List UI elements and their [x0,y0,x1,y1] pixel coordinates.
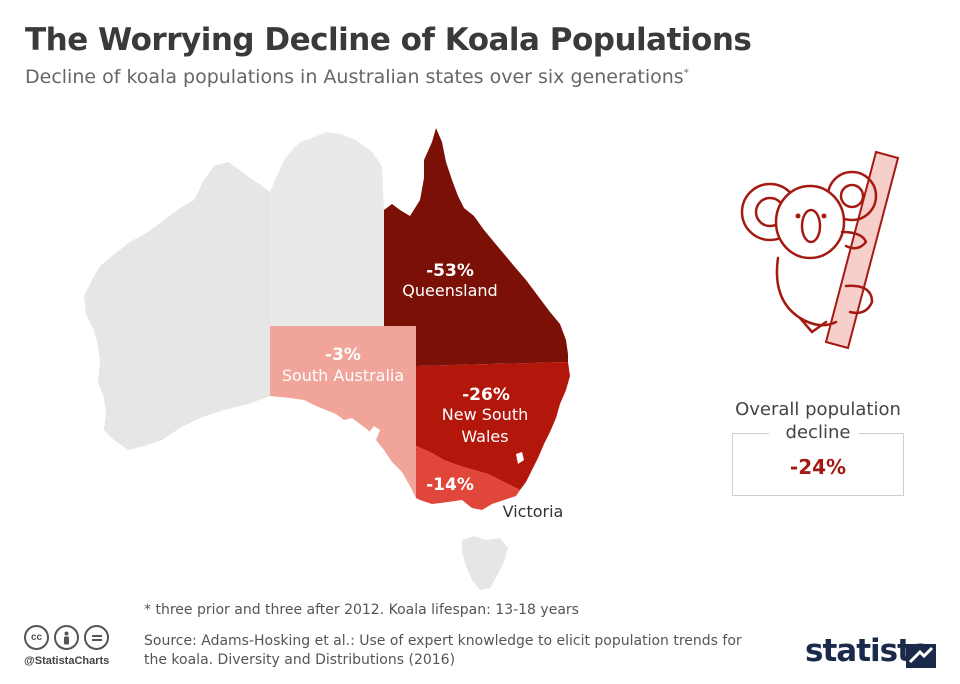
victoria-decline-label: -14% [426,475,474,495]
subtitle-footnote-marker: * [683,67,689,79]
source-note: Source: Adams-Hosking et al.: Use of exp… [144,633,742,668]
map-region-queensland[interactable] [384,128,568,366]
attribution-icon[interactable] [54,625,79,650]
map-region-south-australia[interactable] [270,326,416,498]
map-region-new-south-wales[interactable] [416,362,570,490]
nsw-name-line1: New South [442,405,528,424]
box-border-left [733,433,769,434]
queensland-decline-label: -53% [426,261,474,281]
queensland-name-label: Queensland [402,281,497,300]
map-region-western-australia [84,162,270,450]
map-gulf [350,426,380,456]
victoria-name-label: Victoria [503,502,564,521]
footnote: * three prior and three after 2012. Koal… [144,602,579,618]
koala-illustration [740,150,900,350]
australia-map: -53% Queensland -3% South Australia -26%… [84,128,900,590]
nsw-decline-label: -26% [462,385,510,405]
chart-subtitle: Decline of koala populations in Australi… [25,66,689,88]
map-region-victoria[interactable] [416,446,520,510]
nsw-name-line2: Wales [461,427,508,446]
overall-decline-label: Overall population decline [735,399,901,443]
no-derivatives-icon[interactable] [84,625,109,650]
box-border-right [859,433,903,434]
license-icons: cc [24,625,109,650]
subtitle-text: Decline of koala populations in Australi… [25,66,684,88]
south-australia-decline-label: -3% [325,345,361,365]
overall-decline-box: -24% [732,433,904,496]
social-handle[interactable]: @StatistaCharts [24,655,110,667]
tree-trunk [824,150,900,350]
overall-decline-value: -24% [789,455,847,479]
brand-mark-icon [906,644,936,668]
map-region-tasmania [462,536,508,590]
map-act-marker [516,452,524,464]
south-australia-name-label: South Australia [282,366,404,385]
map-region-northern-territory [270,132,384,326]
chart-title: The Worrying Decline of Koala Population… [25,22,752,58]
cc-icon[interactable]: cc [24,625,49,650]
